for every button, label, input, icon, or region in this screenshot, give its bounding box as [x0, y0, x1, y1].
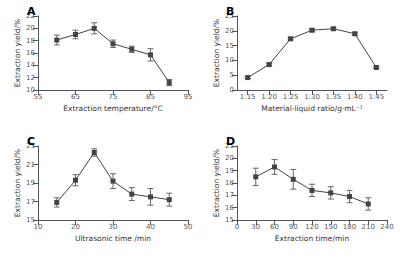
svg-text:10: 10: [225, 56, 234, 64]
svg-text:20: 20: [71, 223, 80, 231]
svg-text:18: 18: [26, 37, 35, 45]
svg-text:17: 17: [225, 191, 234, 199]
svg-text:B: B: [226, 5, 234, 18]
svg-text:15: 15: [26, 216, 35, 224]
svg-text:Ultrasonic time /min: Ultrasonic time /min: [75, 234, 151, 243]
svg-text:1:35: 1:35: [326, 93, 342, 101]
svg-text:90: 90: [289, 223, 298, 231]
svg-text:85: 85: [146, 93, 155, 101]
svg-text:1:15: 1:15: [240, 93, 256, 101]
svg-text:15: 15: [225, 42, 234, 50]
svg-text:55: 55: [34, 93, 43, 101]
svg-text:1:45: 1:45: [368, 93, 384, 101]
svg-text:19: 19: [26, 179, 35, 187]
svg-text:A: A: [27, 5, 36, 18]
svg-text:240: 240: [380, 223, 393, 231]
svg-text:210: 210: [362, 223, 375, 231]
svg-text:40: 40: [146, 223, 155, 231]
svg-text:95: 95: [184, 93, 193, 101]
svg-text:15: 15: [225, 216, 234, 224]
svg-text:1:40: 1:40: [347, 93, 363, 101]
svg-text:20: 20: [26, 24, 35, 32]
svg-text:21: 21: [26, 161, 35, 169]
svg-text:180: 180: [343, 223, 356, 231]
svg-text:30: 30: [251, 223, 260, 231]
svg-text:75: 75: [109, 93, 118, 101]
svg-text:1:30: 1:30: [304, 93, 320, 101]
svg-text:5: 5: [230, 71, 234, 79]
svg-text:16: 16: [26, 49, 35, 57]
svg-text:0: 0: [230, 86, 234, 94]
svg-text:Extraction temperature/°C: Extraction temperature/°C: [63, 104, 162, 113]
svg-text:D: D: [226, 135, 235, 148]
svg-text:16: 16: [225, 204, 234, 212]
svg-text:17: 17: [26, 198, 35, 206]
svg-text:120: 120: [305, 223, 318, 231]
svg-text:60: 60: [270, 223, 279, 231]
svg-text:0: 0: [235, 223, 239, 231]
svg-text:65: 65: [71, 93, 80, 101]
svg-text:18: 18: [225, 179, 234, 187]
svg-text:19: 19: [225, 167, 234, 175]
svg-text:30: 30: [109, 223, 118, 231]
svg-text:C: C: [27, 135, 35, 148]
svg-text:Material-liquid ratio/g·mL⁻¹: Material-liquid ratio/g·mL⁻¹: [261, 104, 363, 113]
svg-text:12: 12: [26, 74, 35, 82]
svg-text:1:20: 1:20: [261, 93, 277, 101]
svg-text:10: 10: [34, 223, 43, 231]
svg-text:20: 20: [225, 154, 234, 162]
svg-text:1:25: 1:25: [283, 93, 299, 101]
svg-text:150: 150: [324, 223, 337, 231]
svg-text:10: 10: [26, 86, 35, 94]
svg-text:Extraction time/min: Extraction time/min: [275, 234, 350, 243]
svg-text:Extraction yield/%: Extraction yield/%: [13, 19, 22, 87]
svg-text:Extraction yield/%: Extraction yield/%: [212, 19, 221, 87]
svg-text:14: 14: [26, 61, 35, 69]
svg-text:Extraction yield/%: Extraction yield/%: [212, 149, 221, 217]
svg-text:50: 50: [184, 223, 193, 231]
svg-text:20: 20: [225, 27, 234, 35]
svg-text:Extraction yield/%: Extraction yield/%: [13, 149, 22, 217]
